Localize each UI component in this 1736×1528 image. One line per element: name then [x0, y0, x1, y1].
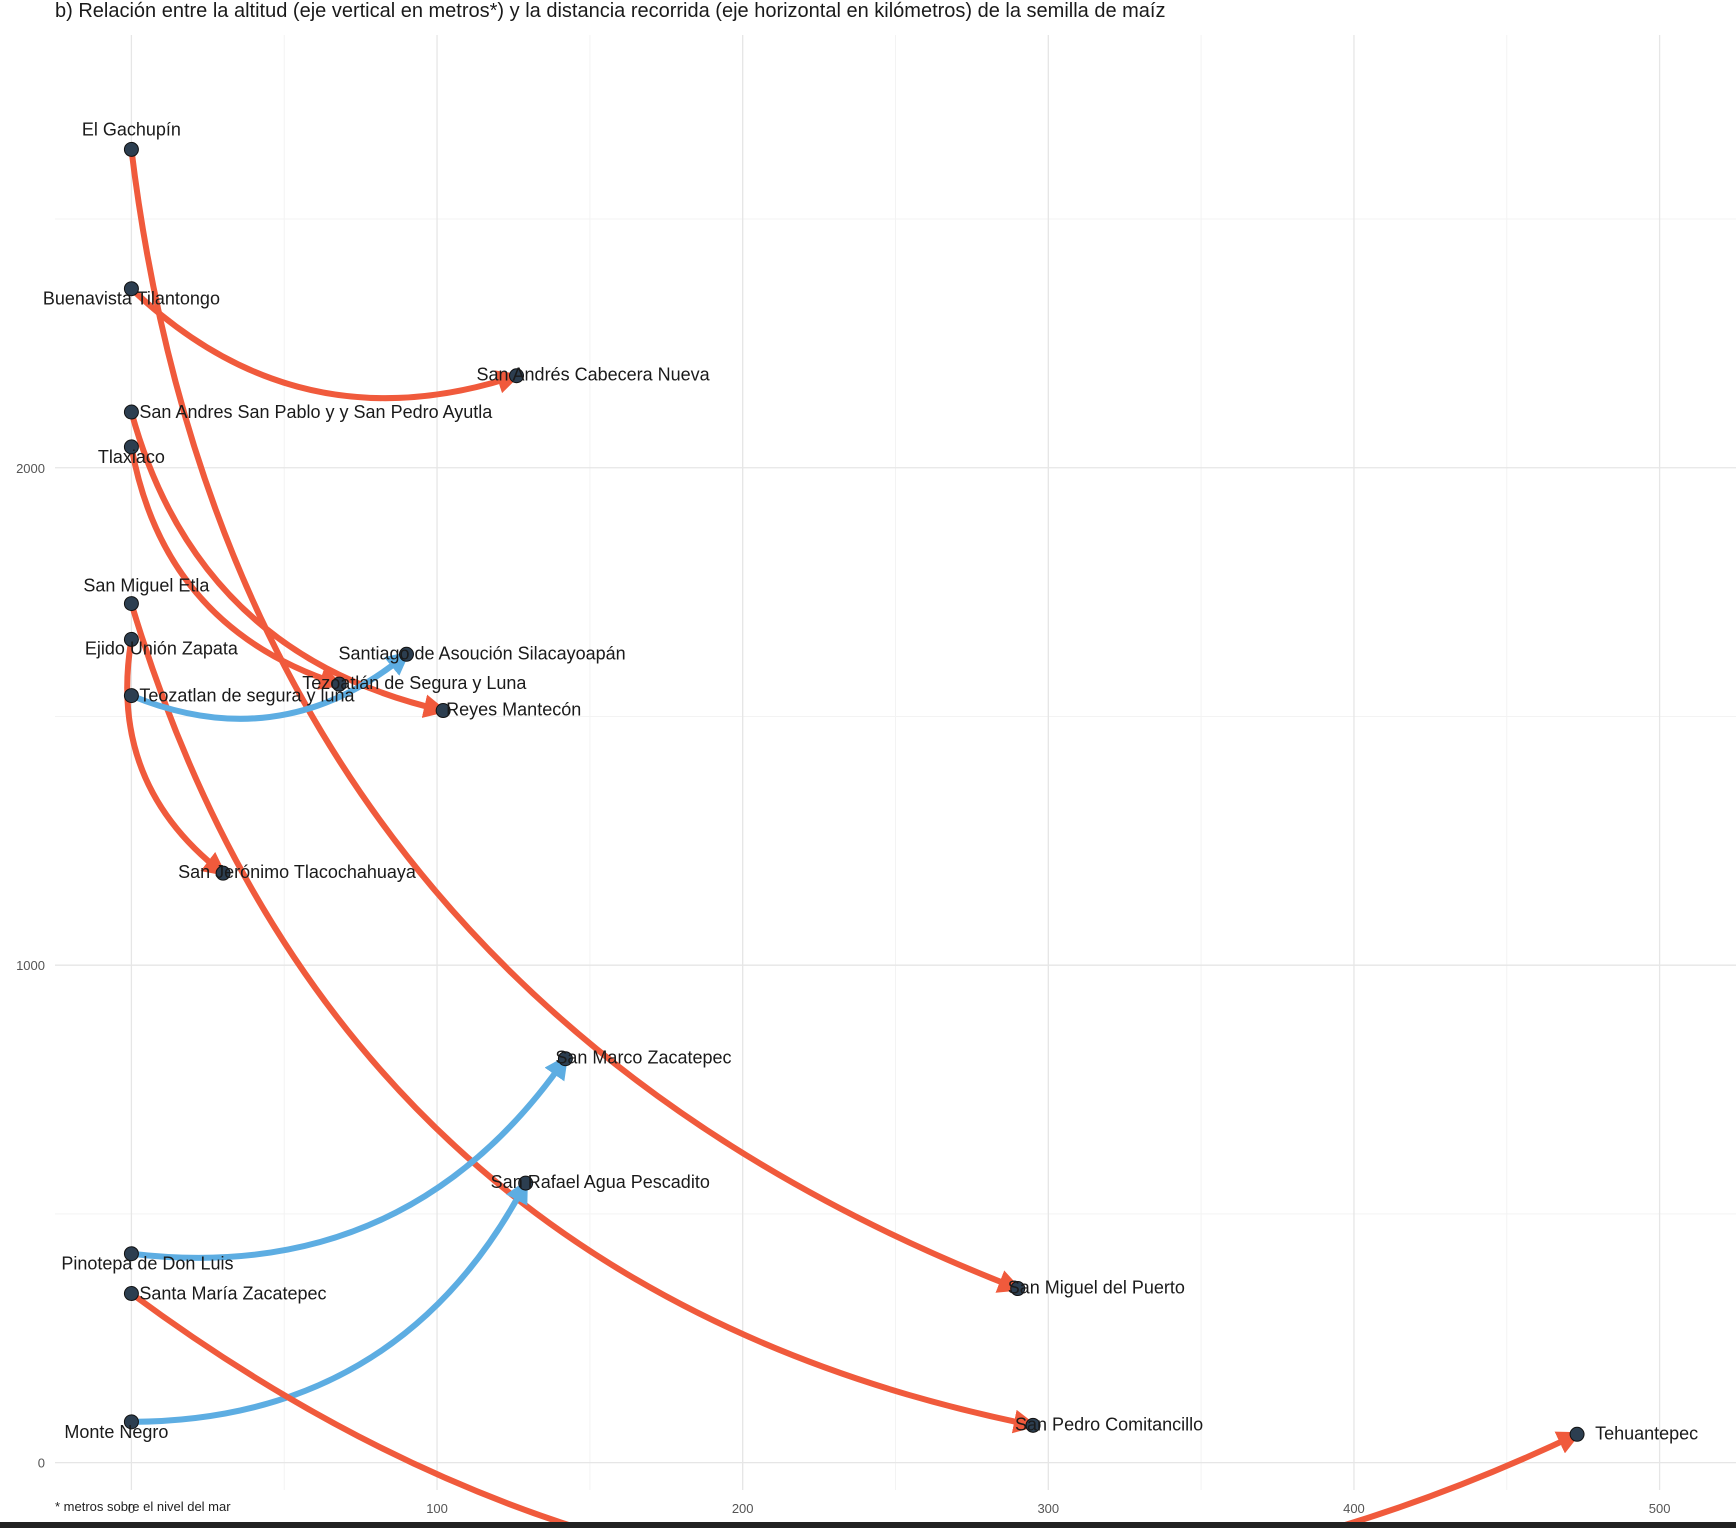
point-label: Tlaxiaco: [98, 447, 165, 467]
data-point: [123, 141, 139, 157]
data-point: [123, 1246, 139, 1262]
data-point: [123, 1286, 139, 1302]
series-arrow-decrease: [128, 600, 1038, 1434]
y-tick-label: 0: [38, 1456, 45, 1471]
point-label: San Marco Zacatepec: [555, 1048, 731, 1068]
x-tick-label: 500: [1649, 1501, 1671, 1516]
data-point: [123, 281, 139, 297]
data-point: [1569, 1426, 1585, 1442]
series-arrow-decrease: [128, 285, 522, 402]
x-tick-label: 0: [128, 1501, 135, 1516]
data-point: [398, 646, 414, 662]
data-point: [123, 596, 139, 612]
series-arrow-decrease: [128, 409, 448, 718]
chart-footnote: * metros sobre el nivel del mar: [55, 1499, 231, 1514]
data-point: [123, 688, 139, 704]
point-label: Monte Negro: [64, 1422, 168, 1442]
series-arrow-decrease: [128, 443, 344, 690]
x-tick-label: 100: [426, 1501, 448, 1516]
data-point: [518, 1175, 534, 1191]
data-point: [215, 865, 231, 881]
series-arrow-decrease: [128, 146, 1023, 1293]
grid-minor: [55, 35, 1736, 1490]
point-label: Buenavista Tilantongo: [43, 289, 220, 309]
point-label: Santiago de Asoución Silacayoapán: [338, 643, 625, 663]
data-point: [435, 703, 451, 719]
point-label: Reyes Mantecón: [446, 700, 581, 720]
grid-major: [55, 35, 1736, 1490]
data-point: [557, 1051, 573, 1067]
y-tick-label: 2000: [16, 461, 45, 476]
point-label: San Pedro Comitancillo: [1015, 1414, 1203, 1434]
point-label: San Andrés Cabecera Nueva: [477, 365, 711, 385]
data-point: [1010, 1281, 1026, 1297]
point-label: Pinotepa de Don Luis: [61, 1254, 233, 1274]
point-label: Ejido Unión Zapata: [85, 638, 239, 658]
data-point: [509, 368, 525, 384]
data-points: [123, 141, 1585, 1442]
point-label: Teozatlan de segura y luna: [139, 686, 355, 706]
point-label: Tehuantepec: [1595, 1423, 1698, 1443]
series-arrow-increase: [128, 1054, 569, 1261]
data-point: [123, 1414, 139, 1430]
point-labels: El Gachupín Buenavista Tilantongo San Andr…: [43, 119, 1698, 1443]
bottom-strip: [0, 1522, 1736, 1528]
point-label: Tezoatlán de Segura y Luna: [302, 673, 527, 693]
y-tick-label: 1000: [16, 958, 45, 973]
data-point: [123, 404, 139, 420]
point-label: San Rafael Agua Pescadito: [491, 1172, 710, 1192]
point-label: San Miguel Etla: [83, 576, 210, 596]
point-label: Santa María Zacatepec: [139, 1284, 326, 1304]
point-label: El Gachupín: [82, 119, 181, 139]
series-arrow-decrease: [128, 1290, 1582, 1528]
x-tick-label: 200: [732, 1501, 754, 1516]
x-tick-label: 400: [1343, 1501, 1365, 1516]
series-arrow-increase: [128, 651, 411, 722]
series-arrow-decrease: [124, 636, 227, 877]
series-arrow-increase: [128, 1178, 529, 1425]
chart-title: b) Relación entre la altitud (eje vertic…: [55, 0, 1166, 22]
point-label: San Andres San Pablo y y San Pedro Ayutl…: [139, 402, 493, 422]
data-point: [331, 676, 347, 692]
point-label: San Miguel del Puerto: [1008, 1278, 1185, 1298]
data-point: [123, 439, 139, 455]
point-label: San Jerónimo Tlacochahuaya: [178, 862, 417, 882]
data-point: [123, 631, 139, 647]
x-tick-label: 300: [1037, 1501, 1059, 1516]
series-arrows: [124, 146, 1582, 1528]
data-point: [1025, 1417, 1041, 1433]
axis-ticks: 0 100 200 300 400 500 0 1000 2000: [16, 461, 1670, 1516]
